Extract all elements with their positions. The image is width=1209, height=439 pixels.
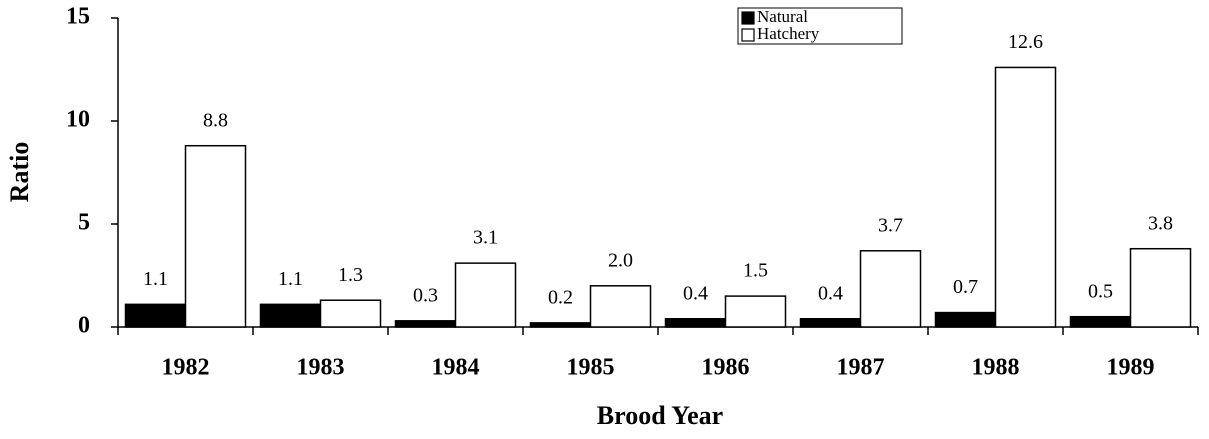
x-tick-label: 1986 <box>702 355 750 381</box>
value-label: 0.7 <box>953 276 978 298</box>
bar <box>1069 315 1132 328</box>
bar <box>259 303 322 328</box>
bar <box>319 299 382 328</box>
legend-label: Hatchery <box>757 24 820 43</box>
bar <box>529 322 592 328</box>
value-label: 1.3 <box>338 264 363 286</box>
bar <box>124 303 187 328</box>
value-label: 0.5 <box>1088 280 1113 302</box>
bar <box>934 311 997 328</box>
value-label: 1.1 <box>278 268 303 290</box>
bar <box>994 66 1057 328</box>
x-axis-title: Brood Year <box>597 401 723 430</box>
value-label: 12.6 <box>1008 31 1043 53</box>
y-tick-label: 15 <box>66 4 90 30</box>
bar <box>859 250 922 328</box>
x-tick-label: 1988 <box>972 355 1020 381</box>
value-label: 0.4 <box>683 282 708 304</box>
value-label: 3.7 <box>878 214 903 236</box>
y-tick-label: 0 <box>78 313 90 339</box>
bar <box>1129 247 1192 328</box>
value-label: 0.3 <box>413 284 438 306</box>
legend-box <box>737 7 903 45</box>
bar <box>589 285 652 328</box>
x-tick-label: 1982 <box>162 355 210 381</box>
bar <box>724 295 787 328</box>
x-tick-label: 1985 <box>567 355 615 381</box>
y-tick-label: 10 <box>66 107 90 133</box>
value-label: 3.1 <box>473 227 498 249</box>
x-tick-label: 1984 <box>432 355 480 381</box>
value-label: 0.4 <box>818 282 843 304</box>
legend-swatch <box>741 28 755 42</box>
y-axis-title: Ratio <box>5 142 34 203</box>
y-tick-label: 5 <box>78 210 90 236</box>
x-tick-label: 1983 <box>297 355 345 381</box>
bar <box>184 144 247 328</box>
value-label: 3.8 <box>1148 212 1173 234</box>
legend-label: Natural <box>757 7 808 26</box>
value-label: 2.0 <box>608 249 633 271</box>
bar <box>664 318 727 328</box>
value-label: 0.2 <box>548 286 573 308</box>
x-tick-label: 1989 <box>1107 355 1155 381</box>
value-label: 1.5 <box>743 260 768 282</box>
value-label: 8.8 <box>203 109 228 131</box>
value-label: 1.1 <box>143 268 168 290</box>
x-tick-label: 1987 <box>837 355 885 381</box>
legend-swatch <box>741 11 755 25</box>
bar <box>394 320 457 328</box>
bar <box>799 318 862 328</box>
bar <box>454 262 517 328</box>
